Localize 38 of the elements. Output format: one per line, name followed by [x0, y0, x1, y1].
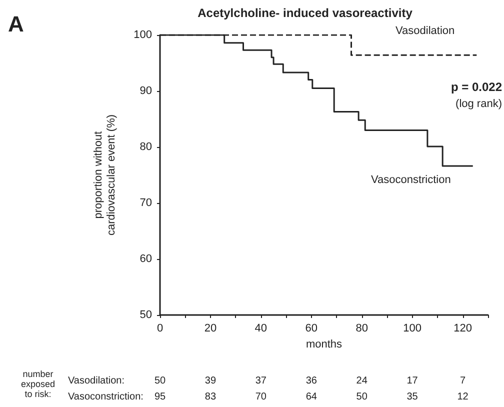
text: 12 [457, 392, 469, 402]
text: Vasoconstriction: [68, 392, 144, 402]
text: A [8, 12, 24, 36]
y-tick-label: 90 [140, 85, 152, 97]
text: 17 [406, 376, 418, 386]
text: 50 [154, 376, 166, 386]
text: 36 [306, 376, 318, 386]
text: 50 [356, 392, 368, 402]
y-tick-label: 70 [140, 197, 152, 209]
y-tick-label: 60 [140, 253, 152, 265]
x-tick-label: 60 [305, 322, 318, 334]
text: 95 [154, 392, 166, 402]
annotation: p = 0.022 [450, 80, 502, 94]
text: number exposed to risk: [20, 369, 56, 399]
x-tick-label: 20 [204, 322, 217, 334]
text: 35 [406, 392, 418, 402]
x-tick-label: 40 [254, 322, 268, 334]
x-tick-label: 100 [403, 322, 422, 334]
text: 39 [204, 376, 216, 386]
text: 64 [306, 392, 318, 402]
text: 70 [255, 392, 267, 402]
x-tick-label: 80 [356, 322, 368, 334]
y-axis-title: proportion without cardiovascular event (%) [92, 114, 118, 236]
x-tick-label: 120 [454, 322, 472, 334]
text: 24 [356, 376, 368, 386]
y-tick-label: 80 [140, 141, 152, 153]
series-label: Vasodilation [396, 25, 455, 38]
y-tick-label: 50 [140, 309, 152, 321]
x-tick-label: 0 [156, 322, 164, 334]
annotation: (log rank) [456, 98, 502, 110]
text: 83 [204, 392, 216, 402]
series-label: Vasoconstriction [370, 174, 451, 186]
y-tick-label: 100 [134, 29, 152, 41]
x-axis-title: months [306, 338, 343, 350]
text: 7 [460, 376, 466, 386]
chart-title: Acetylcholine- induced vasoreactivity [198, 6, 413, 20]
text: Vasodilation: [68, 376, 125, 386]
text: 37 [255, 376, 267, 386]
